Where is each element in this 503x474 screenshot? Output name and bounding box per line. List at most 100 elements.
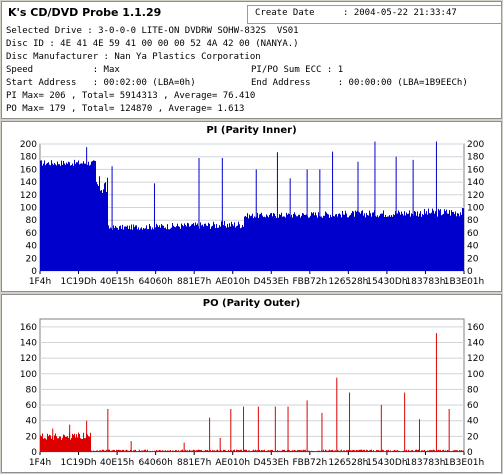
bar xyxy=(265,451,266,452)
bar xyxy=(171,451,172,452)
bar xyxy=(354,450,355,452)
bar xyxy=(380,450,381,452)
bar xyxy=(70,439,71,452)
bar xyxy=(229,223,230,271)
bar xyxy=(432,450,433,452)
bar xyxy=(245,449,246,452)
bar xyxy=(347,217,348,271)
bar xyxy=(181,223,182,271)
bar xyxy=(148,229,149,271)
bar xyxy=(188,450,189,452)
bar xyxy=(254,216,255,271)
bar xyxy=(304,450,305,452)
bar xyxy=(428,450,429,452)
bar xyxy=(396,450,397,452)
bar xyxy=(383,450,384,452)
y-tick-label: 120 xyxy=(20,191,37,201)
bar xyxy=(168,450,169,452)
bar xyxy=(297,450,298,452)
bar xyxy=(155,450,156,452)
bar xyxy=(264,449,265,452)
bar xyxy=(384,216,385,271)
bar xyxy=(81,438,82,452)
bar xyxy=(184,223,185,271)
bar xyxy=(460,212,461,271)
bar xyxy=(416,215,417,271)
bar xyxy=(159,225,160,271)
bar xyxy=(400,214,401,271)
bar xyxy=(249,450,250,452)
bar xyxy=(133,224,134,271)
bar xyxy=(46,163,47,271)
series-bars xyxy=(40,432,464,452)
bar xyxy=(41,160,42,271)
x-tick-label: 1B3E01h xyxy=(444,277,484,287)
bar xyxy=(456,450,457,452)
po-chart: 0 0 20 20 40 40 60 60 80 80 100 100 120 120 140 140 160 1… xyxy=(20,318,484,468)
bar xyxy=(80,438,81,452)
bar xyxy=(285,217,286,271)
bar xyxy=(242,451,243,452)
bar xyxy=(84,163,85,271)
bar xyxy=(462,450,463,452)
bar xyxy=(91,161,92,271)
bar xyxy=(408,213,409,271)
bar xyxy=(321,216,322,271)
bar xyxy=(66,436,67,452)
bar xyxy=(94,450,95,452)
bar xyxy=(308,450,309,452)
bar xyxy=(320,216,321,271)
bar xyxy=(296,216,297,271)
bar xyxy=(185,224,186,271)
bar xyxy=(440,209,441,271)
bar xyxy=(382,213,383,271)
y-tick-label-right: 80 xyxy=(467,385,479,395)
bar xyxy=(392,450,393,452)
bar xyxy=(266,450,267,452)
bar xyxy=(300,450,301,452)
bar xyxy=(279,450,280,452)
bar xyxy=(162,225,163,271)
bar xyxy=(155,227,156,271)
bar xyxy=(213,221,214,271)
bar xyxy=(59,436,60,452)
bar xyxy=(463,450,464,452)
bar xyxy=(429,450,430,452)
bar xyxy=(183,226,184,271)
bar xyxy=(373,212,374,271)
bar xyxy=(228,227,229,271)
y-tick-label: 0 xyxy=(31,267,37,277)
bar xyxy=(271,212,272,271)
bar xyxy=(417,211,418,271)
bar xyxy=(225,450,226,452)
y-tick-label: 120 xyxy=(20,354,37,364)
y-tick-label-right: 60 xyxy=(467,401,479,411)
bar xyxy=(139,449,140,452)
bar xyxy=(410,450,411,452)
bar xyxy=(267,450,268,452)
x-tick-label: 40E15h xyxy=(100,458,134,468)
bar xyxy=(336,214,337,271)
bar xyxy=(331,217,332,271)
bar xyxy=(127,450,128,452)
bar xyxy=(148,451,149,452)
bar xyxy=(296,450,297,452)
bar xyxy=(58,438,59,452)
bar xyxy=(314,451,315,452)
bar xyxy=(344,214,345,271)
bar xyxy=(370,449,371,452)
bar xyxy=(284,216,285,271)
bar xyxy=(365,217,366,271)
bar xyxy=(451,210,452,271)
bar xyxy=(413,451,414,452)
bar xyxy=(199,449,200,452)
bar xyxy=(340,450,341,452)
bar xyxy=(286,450,287,452)
bar xyxy=(153,229,154,271)
bar xyxy=(137,229,138,271)
bar xyxy=(284,449,285,452)
bar xyxy=(392,216,393,271)
bar xyxy=(303,213,304,271)
bar xyxy=(432,208,433,271)
bar xyxy=(450,215,451,271)
